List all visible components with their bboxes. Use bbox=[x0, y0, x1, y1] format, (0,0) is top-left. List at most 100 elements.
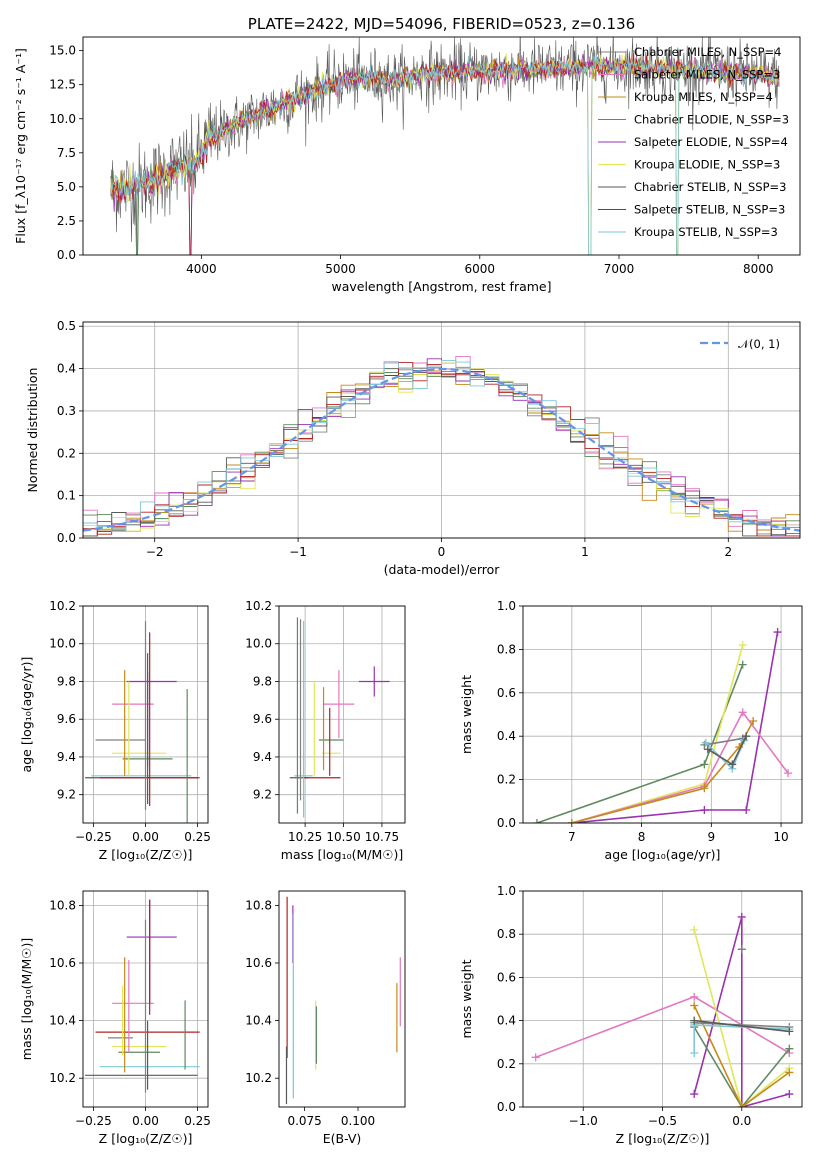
weight-marker bbox=[785, 1044, 794, 1053]
legend-label: Chabrier ELODIE, N_SSP=3 bbox=[634, 113, 789, 127]
y-tick-label: 0.1 bbox=[57, 489, 76, 503]
y-tick-label: 9.4 bbox=[57, 750, 76, 764]
weight-line-3 bbox=[693, 1026, 790, 1107]
legend-label: Chabrier STELIB, N_SSP=3 bbox=[634, 180, 786, 194]
y-tick-label: 15.0 bbox=[49, 44, 76, 58]
weight-line-5 bbox=[694, 1022, 790, 1028]
y-tick-label: 0.0 bbox=[497, 816, 516, 830]
panel-spectrum: 4000 5000 6000 7000 8000 0.0 2.5 5.0 7.5 10.0 12.5… bbox=[13, 15, 801, 294]
y-axis-label: mass [log₁₀(M/M☉)] bbox=[19, 938, 34, 1060]
y-tick-label: 0.2 bbox=[497, 773, 516, 787]
panel-mass_vs_EBV: 0.075 0.100 10.2 10.4 10.6 10.8 E(B-V) bbox=[245, 890, 406, 1146]
weight-marker bbox=[742, 805, 751, 814]
axes-frame bbox=[522, 605, 803, 824]
x-tick-label: −1 bbox=[289, 545, 307, 559]
x-axis-label: Z [log₁₀(Z/Z☉)] bbox=[99, 1131, 193, 1146]
y-axis-label: Normed distribution bbox=[25, 368, 40, 493]
y-tick-label: 9.2 bbox=[253, 788, 272, 802]
y-tick-label: 10.0 bbox=[49, 637, 76, 651]
axes-frame bbox=[522, 890, 803, 1108]
weight-marker bbox=[785, 1027, 794, 1036]
y-tick-label: 9.8 bbox=[253, 674, 272, 688]
x-tick-label: 8000 bbox=[743, 262, 774, 276]
x-axis-label: E(B-V) bbox=[323, 1131, 362, 1146]
x-tick-label: 10.25 bbox=[288, 830, 322, 844]
x-tick-label: 1 bbox=[581, 545, 589, 559]
panel-age_vs_mass: 10.25 10.50 10.75 9.2 9.4 9.6 9.8 10.0 10.2 mass … bbox=[245, 599, 406, 862]
weight-marker bbox=[690, 925, 699, 934]
weight-marker bbox=[737, 912, 746, 921]
legend-label: Salpeter STELIB, N_SSP=3 bbox=[634, 203, 785, 217]
weight-marker bbox=[700, 784, 709, 793]
legend-label: Chabrier MILES, N_SSP=4 bbox=[634, 45, 781, 59]
x-tick-label: 0.00 bbox=[132, 1114, 159, 1128]
weight-marker bbox=[532, 819, 541, 823]
weight-marker bbox=[690, 1090, 699, 1099]
y-tick-label: 10.4 bbox=[245, 1014, 272, 1028]
weight-marker bbox=[690, 1001, 699, 1010]
legend-label: 𝒩(0, 1) bbox=[738, 337, 780, 351]
x-tick-label: 10.50 bbox=[326, 830, 360, 844]
legend-label: Salpeter ELODIE, N_SSP=4 bbox=[634, 135, 788, 149]
y-tick-label: 10.8 bbox=[49, 898, 76, 912]
x-tick-label: 0.100 bbox=[341, 1114, 375, 1128]
x-axis-label: wavelength [Angstrom, rest frame] bbox=[331, 279, 551, 294]
y-tick-label: 0.0 bbox=[497, 1100, 516, 1114]
hist-step-6 bbox=[83, 368, 800, 537]
plot-area-mass_vs_EBV bbox=[285, 896, 401, 1105]
weight-line-3 bbox=[571, 710, 789, 823]
weight-line-5 bbox=[704, 737, 743, 746]
x-tick-label: 10 bbox=[773, 830, 788, 844]
spectrum-line-3 bbox=[110, 58, 780, 255]
y-tick-label: 10.0 bbox=[49, 112, 76, 126]
y-tick-label: 12.5 bbox=[49, 78, 76, 92]
y-tick-label: 10.2 bbox=[245, 599, 272, 613]
y-tick-label: 0.8 bbox=[497, 927, 516, 941]
weight-marker bbox=[690, 1016, 699, 1025]
x-tick-label: −0.5 bbox=[648, 1114, 677, 1128]
y-tick-label: 10.2 bbox=[49, 599, 76, 613]
plot-area-weight_vs_Z bbox=[531, 912, 794, 1107]
y-tick-label: 2.5 bbox=[57, 214, 76, 228]
plot-area-age_vs_Z bbox=[85, 621, 200, 823]
y-tick-label: 0.3 bbox=[57, 404, 76, 418]
x-tick-label: −0.25 bbox=[75, 830, 112, 844]
y-tick-label: 1.0 bbox=[497, 599, 516, 613]
y-tick-label: 0.6 bbox=[497, 686, 516, 700]
weight-line-7 bbox=[694, 1019, 790, 1033]
weight-marker bbox=[700, 760, 709, 769]
y-tick-label: 1.0 bbox=[497, 884, 516, 898]
gauss-curve bbox=[83, 367, 800, 532]
y-tick-label: 10.6 bbox=[245, 956, 272, 970]
x-tick-label: −2 bbox=[146, 545, 164, 559]
weight-marker bbox=[785, 1090, 794, 1099]
y-tick-label: 0.6 bbox=[497, 970, 516, 984]
legend: Chabrier MILES, N_SSP=4 Salpeter MILES, N… bbox=[598, 45, 789, 239]
x-tick-label: 4000 bbox=[186, 262, 217, 276]
weight-marker bbox=[737, 945, 746, 954]
plot-area-spectrum bbox=[110, 37, 780, 255]
chart-title: PLATE=2422, MJD=54096, FIBERID=0523, z=0… bbox=[248, 15, 635, 33]
weight-marker bbox=[701, 738, 710, 747]
y-tick-label: 10.2 bbox=[49, 1071, 76, 1085]
panel-weight_vs_Z: −1.0 −0.5 0.0 0.0 0.2 0.4 0.6 0.8 1.0 Z [log₁₀(Z/… bbox=[459, 884, 803, 1146]
x-tick-label: −0.25 bbox=[75, 1114, 112, 1128]
x-tick-label: 9 bbox=[708, 830, 716, 844]
weight-marker bbox=[567, 819, 576, 823]
y-tick-label: 9.2 bbox=[57, 788, 76, 802]
x-tick-label: 0.0 bbox=[732, 1114, 751, 1128]
y-tick-label: 10.8 bbox=[245, 898, 272, 912]
y-tick-label: 0.4 bbox=[57, 362, 76, 376]
panel-age_vs_Z: −0.25 0.00 0.25 9.2 9.4 9.6 9.8 10.0 10.2 Z [log₁… bbox=[19, 599, 211, 862]
plot-area-weight_vs_age bbox=[532, 628, 793, 823]
y-tick-label: 0.8 bbox=[497, 642, 516, 656]
axes-frame bbox=[278, 890, 406, 1108]
y-tick-label: 0.2 bbox=[57, 446, 76, 460]
weight-line-1 bbox=[571, 631, 779, 823]
x-tick-label: 6000 bbox=[465, 262, 496, 276]
y-tick-label: 0.0 bbox=[57, 531, 76, 545]
panel-weight_vs_age: 7 8 9 10 0.0 0.2 0.4 0.6 0.8 1.0 age [log₁₀(age/yr… bbox=[459, 599, 803, 862]
x-axis-label: (data-model)/error bbox=[384, 562, 501, 577]
weight-marker bbox=[690, 992, 699, 1001]
